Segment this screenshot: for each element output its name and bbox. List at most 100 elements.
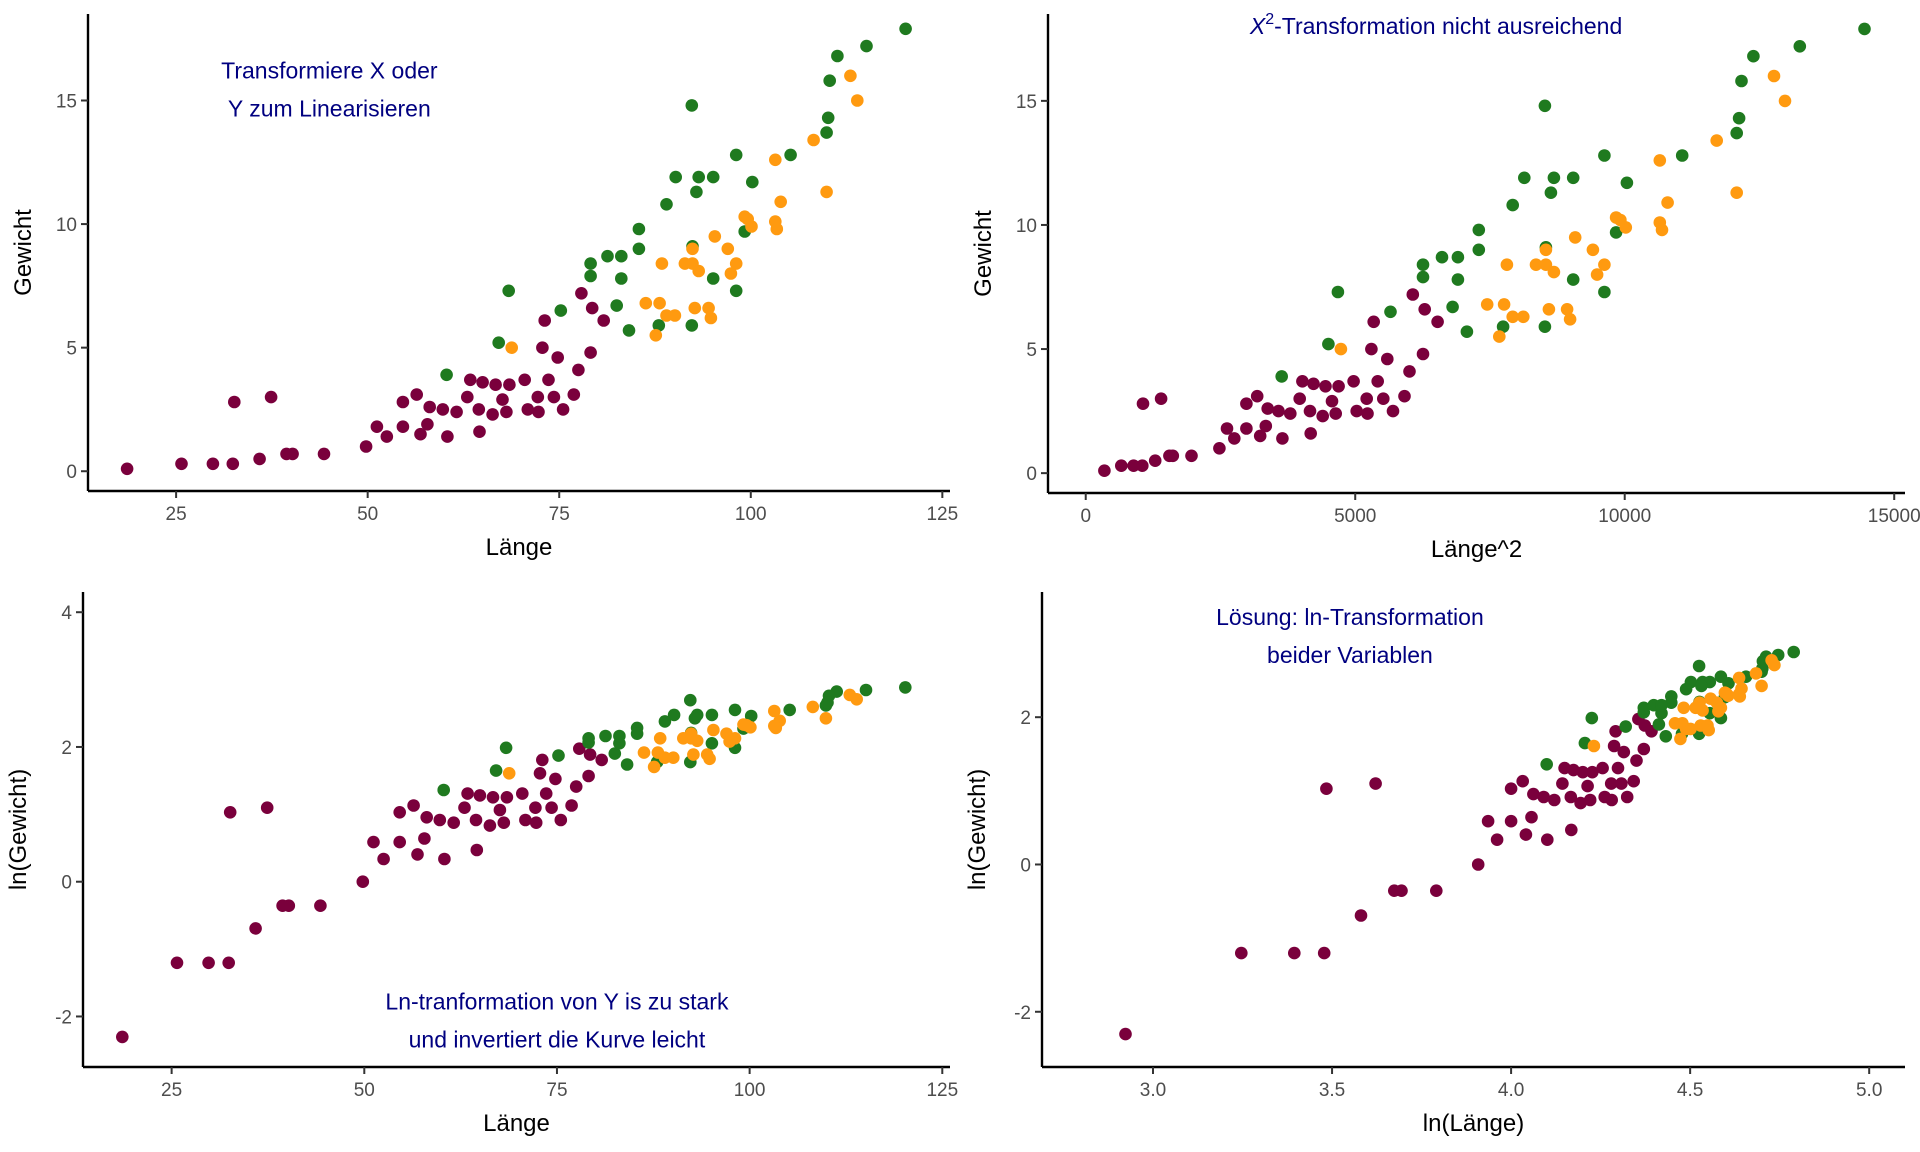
panel-length-vs-ln-weight: 25 50 75 100 125 -2 0 2 4 Länge ln(Gewicht) Ln-tran… bbox=[5, 592, 958, 1137]
data-point-group-a bbox=[486, 408, 499, 421]
data-point-group-b bbox=[1566, 171, 1580, 185]
data-point-group-a bbox=[496, 393, 509, 406]
data-point-group-a bbox=[1136, 459, 1149, 473]
data-point-group-a bbox=[1565, 823, 1578, 837]
data-point-group-b bbox=[502, 284, 515, 298]
data-point-group-b bbox=[1275, 370, 1288, 383]
data-point-group-a bbox=[1272, 404, 1285, 418]
data-point-group-a bbox=[1516, 774, 1529, 788]
data-point-group-a bbox=[542, 373, 555, 387]
data-point-group-a bbox=[545, 801, 558, 814]
data-point-group-b bbox=[1652, 718, 1666, 731]
data-point-group-c bbox=[688, 301, 702, 315]
data-point-group-a bbox=[1416, 347, 1430, 361]
data-point-group-c bbox=[768, 704, 781, 718]
y-tick-label: 10 bbox=[1016, 216, 1037, 237]
data-point-group-a bbox=[1519, 828, 1533, 841]
data-point-group-a bbox=[450, 405, 463, 419]
x-axis-title: Länge^2 bbox=[1431, 536, 1522, 563]
data-point-group-a bbox=[519, 813, 532, 827]
data-point-group-a bbox=[1395, 884, 1408, 897]
data-point-group-a bbox=[472, 403, 486, 416]
data-point-group-b bbox=[499, 741, 513, 755]
data-point-group-a bbox=[1637, 742, 1651, 756]
data-point-group-c bbox=[653, 296, 666, 310]
data-point-group-a bbox=[1261, 402, 1274, 415]
scatter-points bbox=[120, 22, 912, 476]
data-point-group-b bbox=[630, 727, 644, 740]
data-point-group-c bbox=[1655, 223, 1669, 237]
annotation-line: Ln-tranformation von Y is zu stark bbox=[385, 989, 729, 1015]
data-point-group-c bbox=[653, 732, 667, 745]
x-tick-label: 0 bbox=[1080, 506, 1091, 527]
data-point-group-a bbox=[1617, 745, 1631, 759]
y-tick-label: 4 bbox=[61, 603, 72, 624]
x-axis-title: Länge bbox=[483, 1110, 550, 1137]
data-point-group-b bbox=[1416, 258, 1430, 272]
data-point-group-b bbox=[823, 74, 836, 87]
data-point-group-a bbox=[1098, 464, 1111, 478]
data-point-group-c bbox=[1590, 268, 1604, 281]
data-point-group-a bbox=[282, 899, 296, 912]
data-point-group-a bbox=[582, 769, 595, 783]
data-point-group-c bbox=[690, 734, 704, 748]
data-point-group-a bbox=[461, 787, 474, 800]
data-point-group-a bbox=[202, 956, 215, 970]
data-point-group-c bbox=[1661, 196, 1674, 209]
data-point-group-b bbox=[1496, 320, 1510, 334]
data-point-group-a bbox=[1293, 392, 1306, 406]
x-tick-label: 3.0 bbox=[1140, 1080, 1166, 1101]
data-point-group-b bbox=[669, 170, 682, 184]
data-point-group-c bbox=[1539, 243, 1553, 257]
data-point-group-b bbox=[1747, 49, 1760, 63]
y-tick-label: 2 bbox=[61, 738, 72, 759]
data-point-group-a bbox=[470, 843, 484, 857]
data-point-group-b bbox=[610, 299, 623, 312]
x-tick-label: 100 bbox=[735, 504, 767, 525]
y-axis-title: Gewicht bbox=[10, 209, 37, 296]
annotation-line: und invertiert die Kurve leicht bbox=[409, 1027, 706, 1053]
data-point-group-a bbox=[1154, 392, 1168, 406]
data-point-group-a bbox=[531, 390, 545, 404]
data-point-group-a bbox=[1304, 427, 1317, 440]
data-point-group-c bbox=[774, 195, 787, 209]
data-point-group-c bbox=[1702, 723, 1715, 737]
data-point-group-b bbox=[706, 272, 720, 285]
data-point-group-b bbox=[1384, 305, 1397, 319]
data-point-group-c bbox=[655, 257, 669, 270]
data-point-group-c bbox=[1500, 258, 1514, 272]
data-point-group-a bbox=[536, 341, 549, 355]
data-point-group-a bbox=[1240, 422, 1253, 435]
data-point-group-a bbox=[549, 772, 562, 786]
x-tick-label: 125 bbox=[926, 1080, 958, 1101]
scatter-points bbox=[116, 681, 912, 1044]
data-point-group-a bbox=[503, 378, 516, 392]
data-point-group-b bbox=[660, 198, 673, 211]
data-point-group-b bbox=[684, 693, 697, 707]
data-point-group-b bbox=[1735, 74, 1748, 88]
data-point-group-c bbox=[844, 69, 857, 83]
data-point-group-c bbox=[1539, 258, 1553, 272]
data-point-group-b bbox=[1472, 223, 1486, 237]
data-point-group-a bbox=[476, 376, 489, 389]
data-point-group-b bbox=[1585, 711, 1599, 725]
data-point-group-b bbox=[1547, 171, 1561, 185]
data-point-group-a bbox=[1581, 779, 1594, 793]
data-point-group-b bbox=[685, 99, 699, 112]
data-point-group-a bbox=[418, 832, 431, 845]
data-point-group-a bbox=[367, 835, 380, 849]
data-point-group-c bbox=[692, 264, 705, 278]
data-point-group-b bbox=[1732, 111, 1746, 125]
data-point-group-a bbox=[595, 753, 608, 767]
data-point-group-c bbox=[769, 721, 783, 735]
data-point-group-b bbox=[1472, 243, 1486, 257]
data-point-group-a bbox=[1347, 375, 1360, 388]
data-point-group-a bbox=[521, 403, 535, 416]
data-point-group-b bbox=[692, 170, 705, 184]
data-point-group-a bbox=[556, 403, 570, 416]
data-point-group-a bbox=[1185, 449, 1198, 463]
data-point-group-c bbox=[1529, 258, 1543, 272]
data-point-group-b bbox=[615, 272, 628, 285]
x-axis-title: Länge bbox=[486, 534, 553, 561]
y-tick-label: 0 bbox=[1026, 464, 1037, 485]
